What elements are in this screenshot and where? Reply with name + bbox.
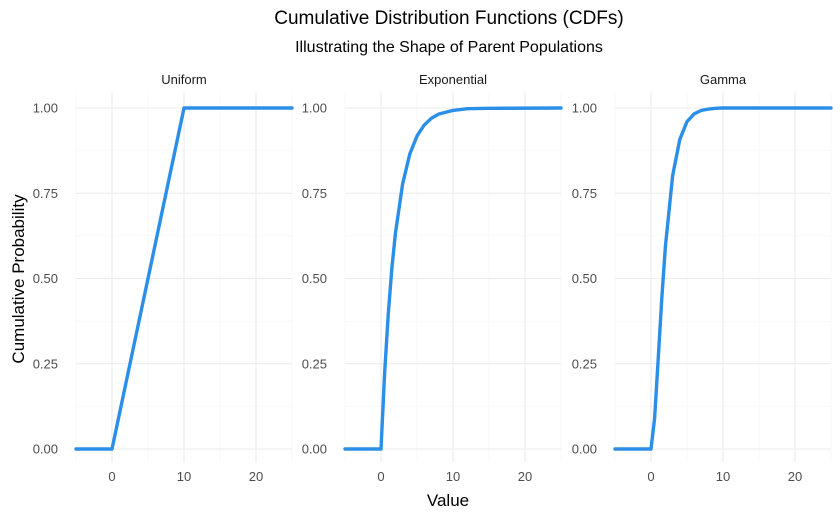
- y-tick-label: 0.25: [33, 356, 58, 371]
- x-tick-label: 20: [249, 469, 263, 484]
- x-axis-title: Value: [427, 491, 469, 510]
- x-tick-label: 20: [788, 469, 802, 484]
- cdf-line-gamma: [613, 106, 833, 451]
- facet-strip-label: Uniform: [161, 72, 207, 87]
- y-tick-label: 0.25: [302, 356, 327, 371]
- y-tick-label: 0.75: [302, 186, 327, 201]
- x-tick-label: 10: [446, 469, 460, 484]
- y-tick-label: 0.75: [33, 186, 58, 201]
- y-tick-label: 1.00: [302, 101, 327, 116]
- y-tick-label: 0.25: [572, 356, 597, 371]
- facet-strip-label: Exponential: [419, 72, 487, 87]
- facet-panel-exponential: Exponential 0.00 0.25 0.50 0.75 1.00 0 10 20: [302, 72, 563, 484]
- facet-strip-label: Gamma: [700, 72, 747, 87]
- x-tick-label: 0: [377, 469, 384, 484]
- y-tick-label: 0.75: [572, 186, 597, 201]
- chart-subtitle: Illustrating the Shape of Parent Populat…: [295, 39, 603, 56]
- y-tick-label: 0.50: [572, 271, 597, 286]
- chart-title: Cumulative Distribution Functions (CDFs): [274, 8, 624, 29]
- cdf-line-uniform: [74, 106, 294, 451]
- y-tick-label: 0.00: [572, 442, 597, 457]
- x-tick-label: 10: [177, 469, 191, 484]
- x-tick-label: 0: [647, 469, 654, 484]
- y-tick-label: 0.50: [302, 271, 327, 286]
- y-tick-label: 0.50: [33, 271, 58, 286]
- x-tick-label: 10: [716, 469, 730, 484]
- y-tick-label: 0.00: [302, 442, 327, 457]
- y-axis-title: Cumulative Probability: [9, 194, 28, 364]
- cdf-line-exponential: [343, 106, 563, 451]
- y-tick-label: 1.00: [33, 101, 58, 116]
- y-tick-label: 1.00: [572, 101, 597, 116]
- y-tick-label: 0.00: [33, 442, 58, 457]
- facet-panel-uniform: Uniform 0.00 0.25 0.50 0.75 1.00 0 10 20: [33, 72, 294, 484]
- facet-panel-gamma: Gamma 0.00 0.25 0.50 0.75 1.00 0 10 20: [572, 72, 833, 484]
- x-tick-label: 20: [518, 469, 532, 484]
- x-tick-label: 0: [108, 469, 115, 484]
